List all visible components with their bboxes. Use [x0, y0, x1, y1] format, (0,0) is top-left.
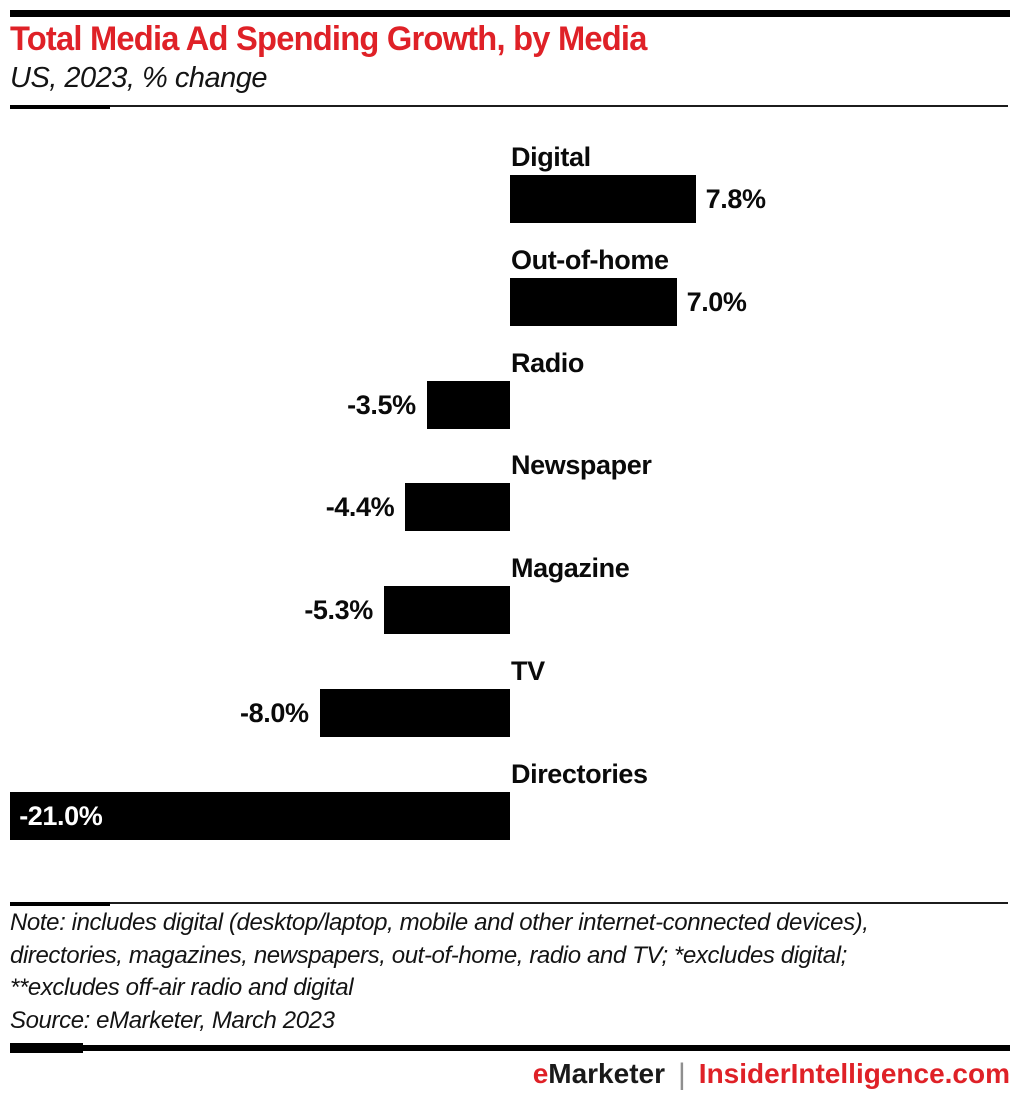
category-label: Newspaper: [511, 450, 652, 481]
footer-accent-bar-left: [10, 1043, 83, 1053]
bar-chart: Digital 7.8% Out-of-home 7.0% Radio -3.5% News…: [0, 142, 1020, 882]
category-label: Directories: [511, 758, 648, 789]
header-divider-thick: [10, 105, 110, 109]
bar: [510, 175, 696, 223]
chart-notes: Note: includes digital (desktop/laptop, …: [10, 907, 1010, 1037]
footer-brand: eMarketer | InsiderIntelligence.com: [533, 1057, 1010, 1091]
value-label: 7.8%: [705, 184, 766, 214]
brand-emarketer-rest: Marketer: [548, 1058, 665, 1089]
bar: [426, 380, 510, 429]
note-divider: [10, 902, 1008, 906]
brand-separator: |: [678, 1058, 686, 1091]
bar: [510, 277, 677, 326]
source-line: Source: eMarketer, March 2023: [10, 1006, 335, 1034]
bar: [405, 483, 510, 532]
note-line-1: Note: includes digital (desktop/laptop, …: [10, 909, 869, 936]
bar: [383, 586, 510, 635]
page-subtitle: US, 2023, % change: [10, 62, 268, 94]
note-divider-thick: [10, 902, 110, 906]
note-line-3: **excludes off-air radio and digital: [10, 974, 354, 1001]
note-line-2: directories, magazines, newspapers, out-…: [10, 941, 847, 969]
header-divider-thin: [10, 105, 1008, 107]
brand-emarketer: eMarketer: [533, 1058, 665, 1089]
value-label: -4.4%: [325, 492, 395, 523]
value-label: -21.0%: [19, 800, 103, 831]
value-label: -5.3%: [304, 595, 373, 626]
category-label: Digital: [511, 142, 591, 172]
page-title: Total Media Ad Spending Growth, by Media: [10, 20, 647, 58]
bar: [10, 791, 510, 840]
value-label: -3.5%: [347, 389, 416, 420]
category-label: Magazine: [511, 553, 630, 584]
header-divider: [10, 105, 1008, 109]
category-label: Radio: [511, 347, 585, 378]
value-label: 7.0%: [686, 286, 747, 317]
category-label: TV: [511, 656, 545, 686]
value-label: -8.0%: [240, 698, 309, 728]
footer-accent-bar: [10, 1045, 1010, 1051]
top-accent-bar: [10, 10, 1010, 17]
bar: [319, 689, 510, 737]
brand-emarketer-e: e: [532, 1058, 549, 1089]
category-label: Out-of-home: [511, 244, 669, 275]
note-divider-thin: [10, 902, 1008, 904]
brand-insider-intelligence: InsiderIntelligence.com: [698, 1058, 1010, 1089]
